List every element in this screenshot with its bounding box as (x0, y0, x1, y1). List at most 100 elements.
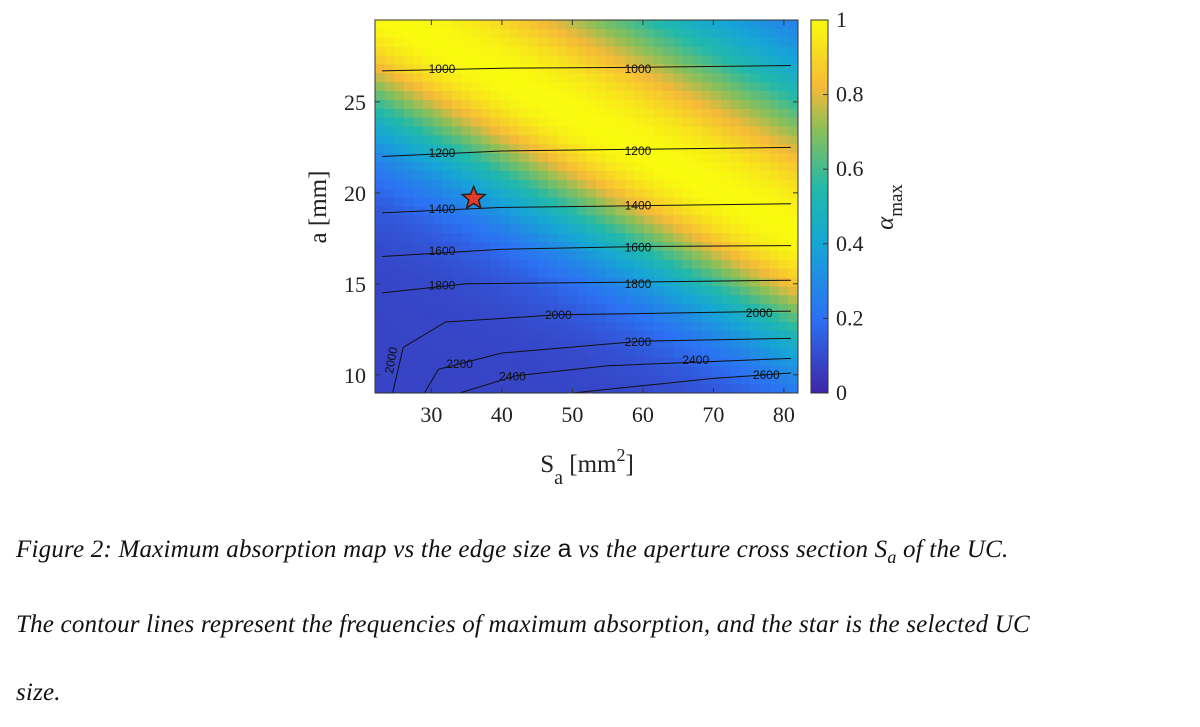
heatmap-cell (432, 28, 443, 39)
contour-label: 1800 (429, 279, 456, 293)
heatmap-cell (615, 82, 626, 92)
heatmap-cell (673, 295, 684, 305)
heatmap-cell (721, 286, 732, 296)
heatmap-cell (557, 250, 568, 261)
heatmap-cell (451, 108, 463, 119)
heatmap-cell (749, 366, 761, 376)
heatmap-cell (615, 384, 626, 393)
heatmap-cell (509, 28, 520, 39)
heatmap-cell (615, 250, 626, 261)
heatmap-cell (634, 286, 645, 296)
heatmap-cell (461, 20, 472, 30)
heatmap-cell (653, 268, 665, 279)
heatmap-cell (663, 20, 674, 30)
heatmap-cell (394, 206, 405, 216)
heatmap-cell (423, 135, 434, 145)
heatmap-cell (432, 144, 443, 154)
heatmap-cell (471, 46, 482, 57)
heatmap-cell (605, 304, 616, 314)
heatmap-cell (788, 108, 798, 119)
heatmap-cell (721, 339, 732, 350)
heatmap-cell (499, 162, 511, 172)
heatmap-cell (538, 259, 549, 270)
heatmap-cell (471, 384, 482, 393)
heatmap-cell (586, 46, 597, 57)
heatmap-cell (576, 348, 588, 359)
heatmap-cell (682, 55, 693, 65)
heatmap-cell (403, 162, 415, 172)
heatmap-cell (413, 144, 424, 154)
heatmap-cell (519, 20, 530, 30)
heatmap-cell (499, 188, 511, 199)
heatmap-cell (403, 73, 415, 83)
heatmap-cell (682, 108, 693, 119)
heatmap-cell (740, 117, 751, 128)
heatmap-cell (740, 348, 751, 359)
heatmap-cell (509, 126, 520, 137)
contour-line (392, 310, 792, 393)
heatmap-cell (749, 233, 761, 243)
heatmap-cell (403, 375, 415, 385)
heatmap-cell (423, 313, 434, 323)
heatmap-cell (759, 259, 770, 270)
heatmap-cell (788, 215, 798, 225)
heatmap-cell (730, 20, 741, 30)
heatmap-cell (586, 55, 597, 65)
heatmap-cell (759, 28, 770, 39)
heatmap-cell (634, 170, 645, 181)
heatmap-cell (663, 28, 674, 39)
heatmap-cell (740, 295, 751, 305)
heatmap-cell (749, 206, 761, 216)
heatmap-cell (596, 73, 607, 83)
svg-text:1200: 1200 (429, 146, 456, 160)
heatmap-cell (403, 153, 415, 163)
heatmap-cell (711, 357, 722, 367)
heatmap-cell (375, 233, 386, 243)
heatmap-cell (692, 215, 703, 225)
heatmap-cell (576, 197, 588, 208)
heatmap-cell (557, 179, 568, 190)
heatmap-cell (673, 82, 684, 92)
heatmap-cell (653, 295, 665, 305)
heatmap-cell (701, 321, 713, 332)
heatmap-cell (375, 259, 386, 270)
heatmap-cell (490, 242, 501, 252)
heatmap-cell (480, 233, 491, 243)
heatmap-cell (509, 82, 520, 92)
heatmap-cell (557, 384, 568, 393)
heatmap-cell (730, 28, 741, 39)
heatmap-cell (634, 339, 645, 350)
heatmap-cell (788, 20, 798, 30)
heatmap-cell (384, 55, 395, 65)
heatmap-cell (778, 162, 789, 172)
heatmap-cell (769, 170, 780, 181)
heatmap-cell (759, 304, 770, 314)
heatmap-cell (528, 330, 540, 341)
heatmap-cell (519, 28, 530, 39)
contour-label: 2400 (499, 370, 526, 384)
heatmap-cell (538, 206, 549, 216)
heatmap-cell (490, 99, 501, 110)
heatmap-cell (692, 330, 703, 341)
heatmap-cell (749, 259, 761, 270)
heatmap-cell (384, 286, 395, 296)
heatmap-cell (576, 64, 588, 74)
heatmap-cell (788, 82, 798, 92)
heatmap-cell (538, 135, 549, 145)
heatmap-cell (576, 233, 588, 243)
heatmap-cell (605, 215, 616, 225)
heatmap-cell (624, 357, 636, 367)
heatmap-cell (711, 162, 722, 172)
heatmap-cell (586, 162, 597, 172)
heatmap-cell (682, 224, 693, 234)
heatmap-cell (596, 64, 607, 74)
heatmap-cell (548, 375, 559, 385)
heatmap-cell (576, 215, 588, 225)
heatmap-cell (519, 224, 530, 234)
heatmap-cell (663, 375, 674, 385)
heatmap-cell (749, 224, 761, 234)
heatmap-cell (490, 37, 501, 48)
heatmap-cell (375, 268, 386, 279)
heatmap-cell (692, 153, 703, 163)
